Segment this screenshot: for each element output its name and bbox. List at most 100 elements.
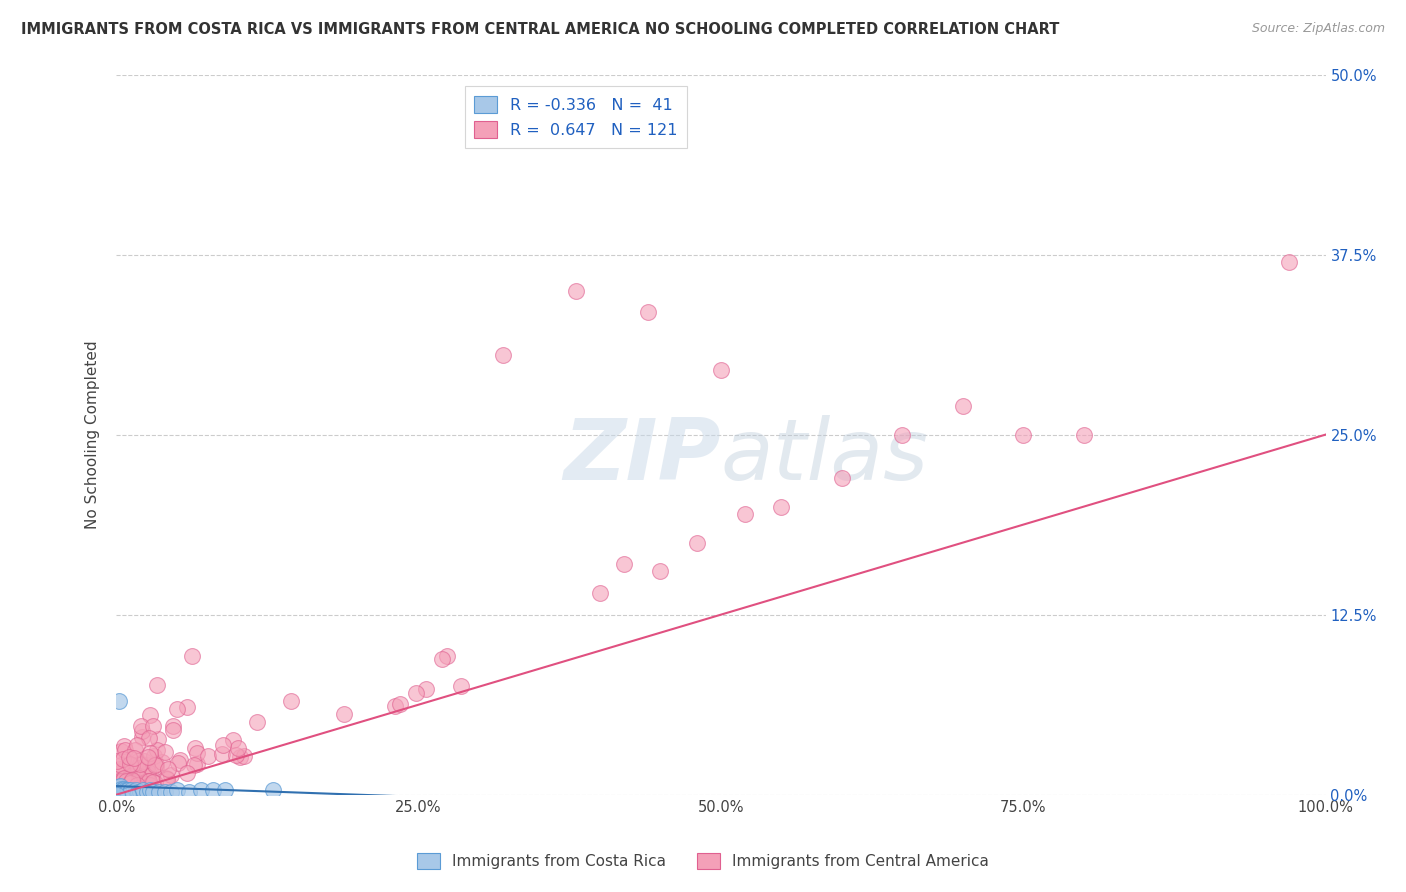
Text: IMMIGRANTS FROM COSTA RICA VS IMMIGRANTS FROM CENTRAL AMERICA NO SCHOOLING COMPL: IMMIGRANTS FROM COSTA RICA VS IMMIGRANTS… [21,22,1060,37]
Point [229,750,252,764]
Point [124,743,146,757]
Text: atlas: atlas [721,415,929,498]
Point [107,780,129,795]
Point [155,771,177,785]
Point [111,783,134,797]
Point [115,785,138,799]
Point [117,783,139,797]
Point [127,761,149,775]
Point [127,755,149,769]
Point [107,785,129,799]
Point [121,757,143,772]
Point [110,781,132,796]
Point [112,739,135,754]
Point [156,772,179,786]
Point [138,708,160,723]
Point [120,776,142,790]
Point [125,763,148,777]
Point [232,748,254,763]
Point [1278,254,1301,268]
Point [139,783,162,797]
Point [153,745,176,759]
Point [111,774,134,789]
Point [111,751,134,765]
Point [108,779,131,793]
Point [146,677,169,691]
Point [159,768,181,782]
Point [143,749,166,764]
Point [107,781,129,796]
Text: ZIP: ZIP [564,415,721,498]
Point [138,765,160,780]
Point [162,719,184,733]
Point [138,746,160,760]
Point [110,744,132,758]
Point [138,774,160,789]
Point [131,780,153,794]
Point [222,732,245,747]
Point [143,758,166,772]
Point [107,772,129,786]
Point [112,785,135,799]
Point [121,779,143,793]
Y-axis label: No Schooling Completed: No Schooling Completed [86,340,100,529]
Point [332,706,354,721]
Point [167,756,190,770]
Point [176,765,198,780]
Point [831,471,853,485]
Point [225,748,247,763]
Point [388,697,411,711]
Point [138,731,160,746]
Point [124,751,146,765]
Point [124,774,146,789]
Point [128,771,150,785]
Point [114,783,136,797]
Point [120,769,142,783]
Point [117,788,139,802]
Point [107,788,129,802]
Point [637,305,659,319]
Point [186,746,208,760]
Point [107,754,129,768]
Point [589,586,612,600]
Point [114,782,136,797]
Point [107,773,129,788]
Point [263,783,285,797]
Point [132,754,155,768]
Point [128,756,150,771]
Point [176,699,198,714]
Point [770,500,793,514]
Point [613,558,636,572]
Point [117,786,139,800]
Point [121,773,143,788]
Point [184,741,207,756]
Point [734,507,756,521]
Point [280,694,302,708]
Point [127,778,149,792]
Point [107,785,129,799]
Point [177,785,200,799]
Point [492,348,515,362]
Point [1073,427,1095,442]
Point [145,756,167,771]
Point [114,771,136,785]
Point [136,757,159,772]
Point [129,719,152,733]
Point [120,757,142,772]
Point [384,699,406,714]
Point [169,753,191,767]
Point [117,783,139,797]
Point [415,682,437,697]
Point [166,702,188,716]
Point [112,771,135,785]
Point [127,738,149,752]
Point [135,767,157,781]
Point [181,649,204,664]
Point [405,686,427,700]
Point [162,723,184,737]
Point [565,284,588,298]
Point [226,741,249,756]
Point [135,785,157,799]
Point [952,399,974,413]
Point [142,775,165,789]
